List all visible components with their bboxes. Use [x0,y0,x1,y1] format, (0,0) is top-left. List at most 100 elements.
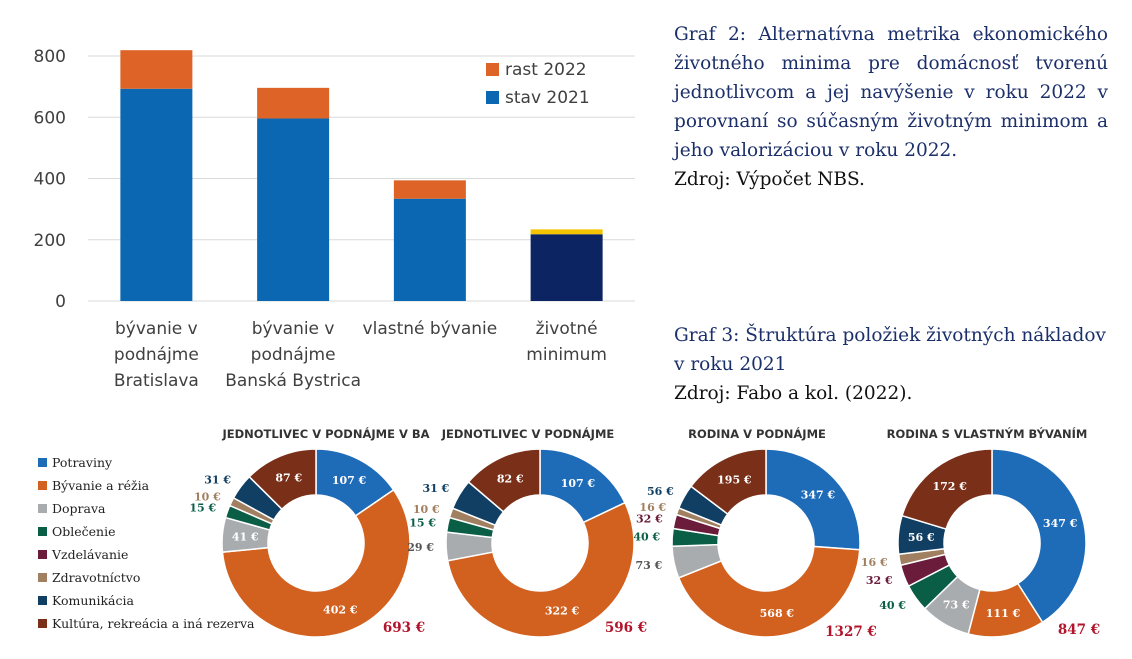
donut-value-label: 107 € [561,477,596,490]
x-category-label: vlastné bývanie [363,319,498,339]
x-category-label: životné [536,319,598,339]
donut-title: JEDNOTLIVEC V PODNÁJME V BA [221,426,429,441]
donut-total: 1327 € [825,624,877,640]
legend-label: Vzdelávanie [52,547,129,562]
donut-value-label: 10 € [194,490,221,503]
graf2-caption: Graf 2: Alternatívna metrika ekonomickéh… [674,20,1108,194]
donut-slice [765,448,861,551]
donut-value-label: 40 € [633,531,660,544]
donut-title: RODINA S VLASTNÝM BÝVANÍM [887,426,1088,441]
donut-value-label: 111 € [986,607,1021,620]
legend-swatch [38,458,47,467]
bar-chart: 0 200 400 600 800 bývanie v podnájme Bratislava… [34,47,635,391]
donut-value-label: 15 € [189,501,216,514]
donut-title: RODINA V PODNÁJME [688,426,826,441]
graf2-caption-text: Graf 2: Alternatívna metrika ekonomickéh… [674,24,1108,161]
donut-value-label: 73 € [943,598,970,611]
legend-swatch [486,91,499,104]
y-tick-label: 400 [34,170,66,190]
donut-value-label: 16 € [639,501,666,514]
donut-value-label: 41 € [232,531,259,544]
donut-slice [677,545,861,638]
legend-label: Kultúra, rekreácia a iná rezerva [52,616,255,631]
legend-label: Oblečenie [52,524,116,539]
donut-value-label: 16 € [861,556,888,569]
legend-swatch [38,550,47,559]
bar-stav-2021 [120,88,193,301]
x-category-label: bývanie v [252,319,335,339]
legend-label: Doprava [52,501,106,516]
donut-value-label: 195 € [717,473,752,486]
y-tick-label: 200 [34,231,66,251]
legend-item: Bývanie a réžia [38,474,255,497]
bar-rast-2022 [120,50,193,89]
legend-label: Bývanie a réžia [52,478,150,493]
donut-value-label: 402 € [323,604,358,617]
graf3-source: Zdroj: Fabo a kol. (2022). [674,383,913,404]
legend-item: Zdravotníctvo [38,566,255,589]
legend-swatch [38,573,47,582]
donut-slice [901,448,993,530]
legend-item: Doprava [38,497,255,520]
bar-stav-2021 [257,118,330,301]
legend-swatch [38,504,47,513]
donut-value-label: 87 € [275,471,302,484]
donut-slice [248,448,317,511]
bar-rast-2022 [257,87,330,119]
bar-rast-2022 [530,229,603,235]
donut-value-label: 29 € [407,541,434,554]
legend-swatch [38,481,47,490]
donut-legend: Potraviny Bývanie a réžia Doprava Oblečenie… [38,451,255,635]
donut-slice [446,501,635,638]
donut-value-label: 82 € [497,473,524,486]
donut-total: 693 € [383,620,425,636]
donut-value-label: 322 € [545,604,580,617]
legend-swatch [38,619,47,628]
legend-swatch [38,596,47,605]
legend-label: stav 2021 [505,88,590,108]
donut-value-label: 32 € [866,574,893,587]
legend-item: Oblečenie [38,520,255,543]
x-category-label: bývanie v [115,319,198,339]
graf2-source: Zdroj: Výpočet NBS. [674,169,865,190]
donut-value-label: 10 € [413,503,440,516]
y-tick-label: 800 [34,47,66,67]
donut-slice [467,448,541,513]
graf3-caption: Graf 3: Štruktúra položiek životných nák… [674,321,1114,408]
donut-total: 847 € [1058,622,1100,638]
legend-item: Kultúra, rekreácia a iná rezerva [38,612,255,635]
donut-value-label: 347 € [1043,517,1078,530]
y-tick-label: 600 [34,108,66,128]
bar-stav-2021 [530,234,603,301]
legend-label: Komunikácia [52,593,134,608]
donut-value-label: 31 € [204,474,231,487]
donut-value-label: 56 € [647,485,674,498]
donut-title: JEDNOTLIVEC V PODNÁJME [441,426,615,441]
x-category-label: minimum [526,345,607,365]
donut-value-label: 32 € [636,513,663,526]
x-category-label: Banská Bystrica [225,371,361,391]
donut-value-label: 172 € [932,480,967,493]
donut-slice [689,448,767,516]
donut-value-label: 568 € [760,607,795,620]
donut-value-label: 15 € [409,516,436,529]
x-category-label: podnájme [251,345,336,365]
donut-value-label: 73 € [635,559,662,572]
legend-label: Zdravotníctvo [52,570,141,585]
donut-value-label: 40 € [879,599,906,612]
bar-stav-2021 [393,198,466,301]
legend-swatch [38,527,47,536]
donut-slice [991,448,1087,624]
legend-item: Potraviny [38,451,255,474]
x-category-label: podnájme [114,345,199,365]
legend-item: Vzdelávanie [38,543,255,566]
x-category-label: Bratislava [114,371,199,391]
legend-swatch [486,63,499,76]
legend-item: Komunikácia [38,589,255,612]
bar-rast-2022 [393,180,466,199]
graf3-caption-text: Graf 3: Štruktúra položiek životných nák… [674,325,1106,375]
donut-value-label: 347 € [801,489,836,502]
donut-total: 596 € [605,620,647,636]
legend-label: rast 2022 [505,60,587,80]
